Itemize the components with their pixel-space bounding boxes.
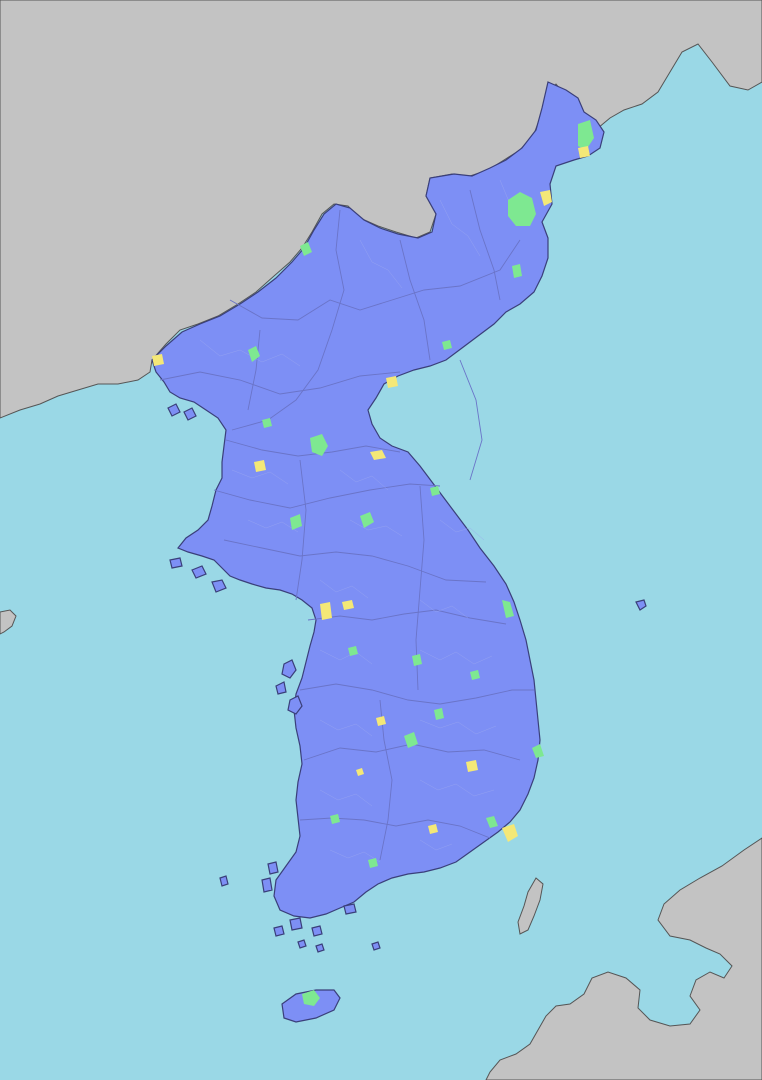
korean-peninsula — [151, 81, 605, 919]
neighbor-land-west-islet — [0, 609, 17, 635]
neighbor-land-japan — [485, 837, 762, 1080]
jeju-island — [281, 989, 341, 1023]
highlighted-regions-yellow — [152, 146, 590, 842]
neighbor-land-tsushima — [517, 877, 544, 935]
neighbor-land-continent — [0, 0, 762, 419]
highlighted-regions-green — [248, 120, 594, 1006]
southwest-islands — [167, 403, 381, 953]
ulleung-island — [635, 599, 647, 611]
